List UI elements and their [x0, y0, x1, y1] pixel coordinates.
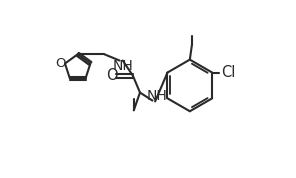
Text: Cl: Cl — [221, 65, 235, 80]
Text: O: O — [55, 57, 66, 70]
Text: NH: NH — [113, 59, 134, 73]
Text: O: O — [106, 68, 117, 83]
Text: NH: NH — [147, 90, 167, 103]
